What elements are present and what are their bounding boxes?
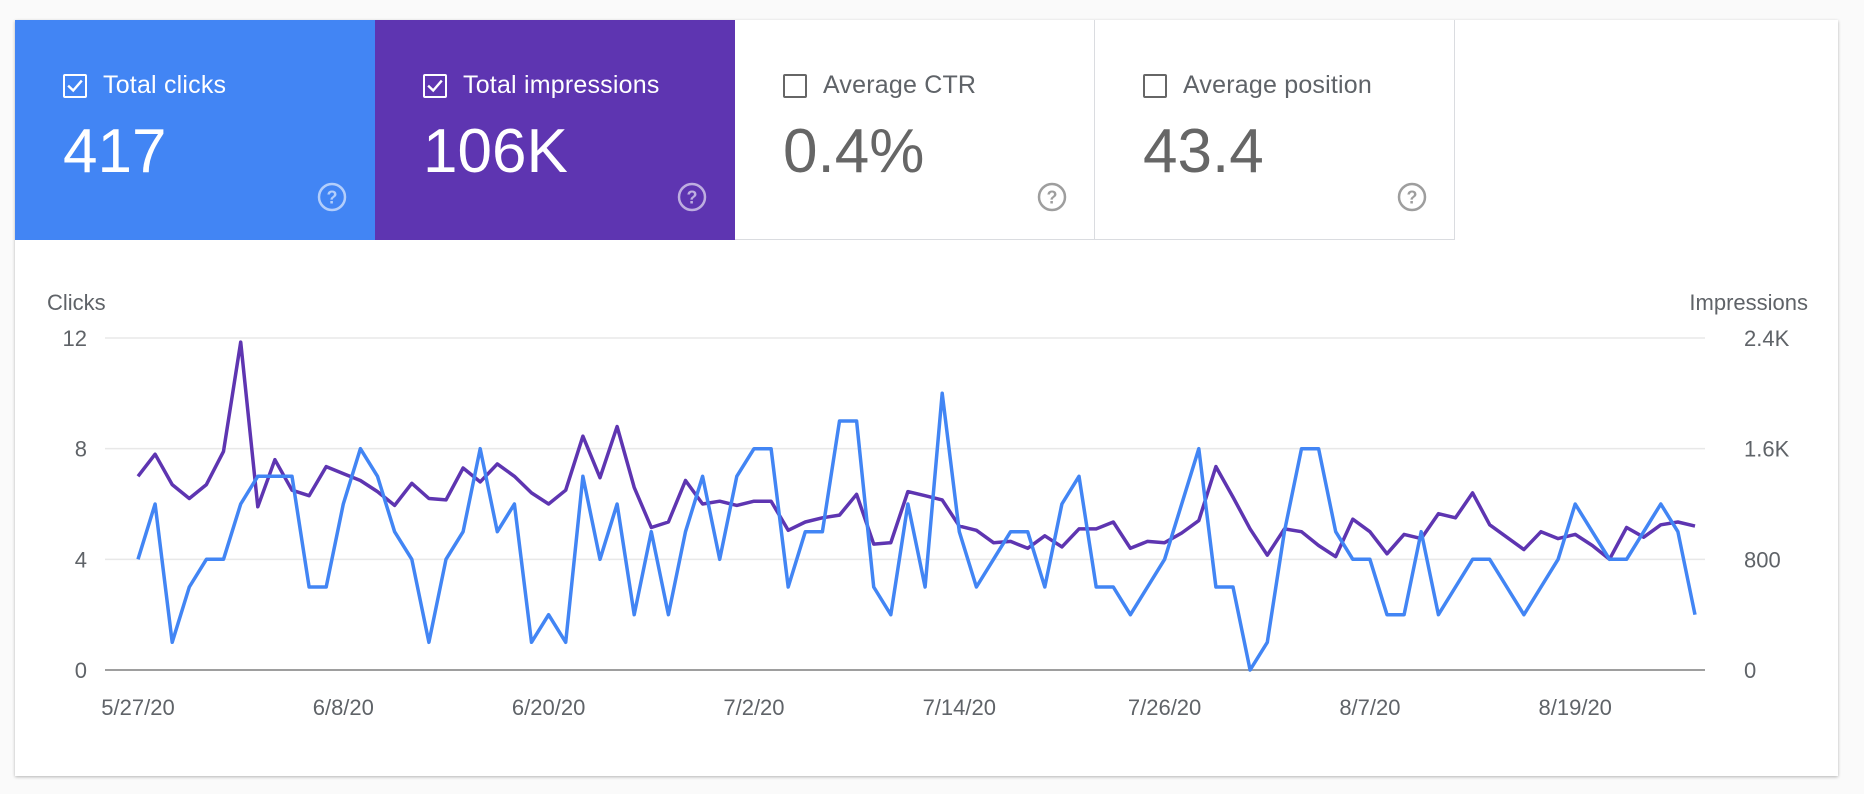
y-left-axis-title: Clicks	[47, 290, 106, 315]
ticks-layer: 0 0 4 800 8 1.6K 12 2.4K	[63, 326, 1790, 683]
performance-card: Total clicks 417 ? Total impressions 106…	[15, 20, 1838, 776]
grid-layer	[105, 337, 1705, 671]
metric-total-clicks[interactable]: Total clicks 417 ?	[15, 20, 375, 240]
svg-text:?: ?	[1407, 188, 1418, 208]
metric-header: Total clicks	[63, 71, 226, 100]
checkbox-unchecked-icon[interactable]	[783, 73, 807, 98]
help-icon[interactable]: ?	[676, 181, 708, 213]
metric-label: Total impressions	[463, 71, 660, 99]
performance-line-chart: Clicks Impressions 0 0 4 800 8 1.6K 12 2.4K 5/2…	[47, 290, 1808, 720]
x-tick-label: 6/8/20	[313, 695, 374, 720]
y-right-axis-title: Impressions	[1689, 290, 1808, 315]
metric-header: Total impressions	[423, 71, 660, 100]
metric-header: Average CTR	[783, 71, 976, 100]
y-right-tick-label: 1.6K	[1744, 437, 1790, 462]
y-right-tick-label: 800	[1744, 547, 1781, 572]
metric-value: 43.4	[1143, 117, 1264, 186]
metric-value: 106K	[423, 117, 568, 186]
checkbox-checked-icon[interactable]	[63, 73, 87, 98]
metric-header: Average position	[1143, 71, 1372, 100]
metric-label: Total clicks	[103, 71, 227, 99]
x-tick-label: 7/14/20	[923, 695, 996, 720]
x-axis-labels: 5/27/20 6/8/20 6/20/20 7/2/20 7/14/20 7/26/20…	[101, 695, 1612, 720]
x-tick-label: 7/2/20	[723, 695, 784, 720]
y-left-tick-label: 12	[63, 326, 87, 351]
x-tick-label: 7/26/20	[1128, 695, 1201, 720]
metric-average-position[interactable]: Average position 43.4 ?	[1095, 20, 1455, 240]
x-tick-label: 8/19/20	[1539, 695, 1612, 720]
metric-label: Average CTR	[823, 71, 977, 99]
svg-text:?: ?	[1047, 188, 1058, 208]
x-tick-label: 5/27/20	[101, 695, 174, 720]
help-icon[interactable]: ?	[1036, 181, 1068, 213]
metric-total-impressions[interactable]: Total impressions 106K ?	[375, 20, 735, 240]
x-tick-label: 6/20/20	[512, 695, 585, 720]
checkbox-checked-icon[interactable]	[423, 73, 447, 98]
y-left-tick-label: 4	[75, 547, 87, 572]
y-left-tick-label: 0	[75, 658, 87, 683]
svg-text:?: ?	[327, 188, 338, 208]
checkbox-unchecked-icon[interactable]	[1143, 73, 1167, 98]
lines-layer	[136, 340, 1697, 672]
metric-value: 417	[63, 117, 167, 186]
metric-tabs: Total clicks 417 ? Total impressions 106…	[15, 20, 1455, 240]
help-icon[interactable]: ?	[316, 181, 348, 213]
x-tick-label: 8/7/20	[1339, 695, 1400, 720]
metric-value: 0.4%	[783, 117, 925, 186]
metric-average-ctr[interactable]: Average CTR 0.4% ?	[735, 20, 1095, 240]
svg-text:?: ?	[687, 188, 698, 208]
metric-label: Average position	[1183, 71, 1372, 99]
impressions-series-line	[136, 340, 1696, 562]
y-left-tick-label: 8	[75, 437, 87, 462]
y-right-tick-label: 2.4K	[1744, 326, 1790, 351]
y-right-tick-label: 0	[1744, 658, 1756, 683]
clicks-series-line	[136, 391, 1697, 672]
help-icon[interactable]: ?	[1396, 181, 1428, 213]
